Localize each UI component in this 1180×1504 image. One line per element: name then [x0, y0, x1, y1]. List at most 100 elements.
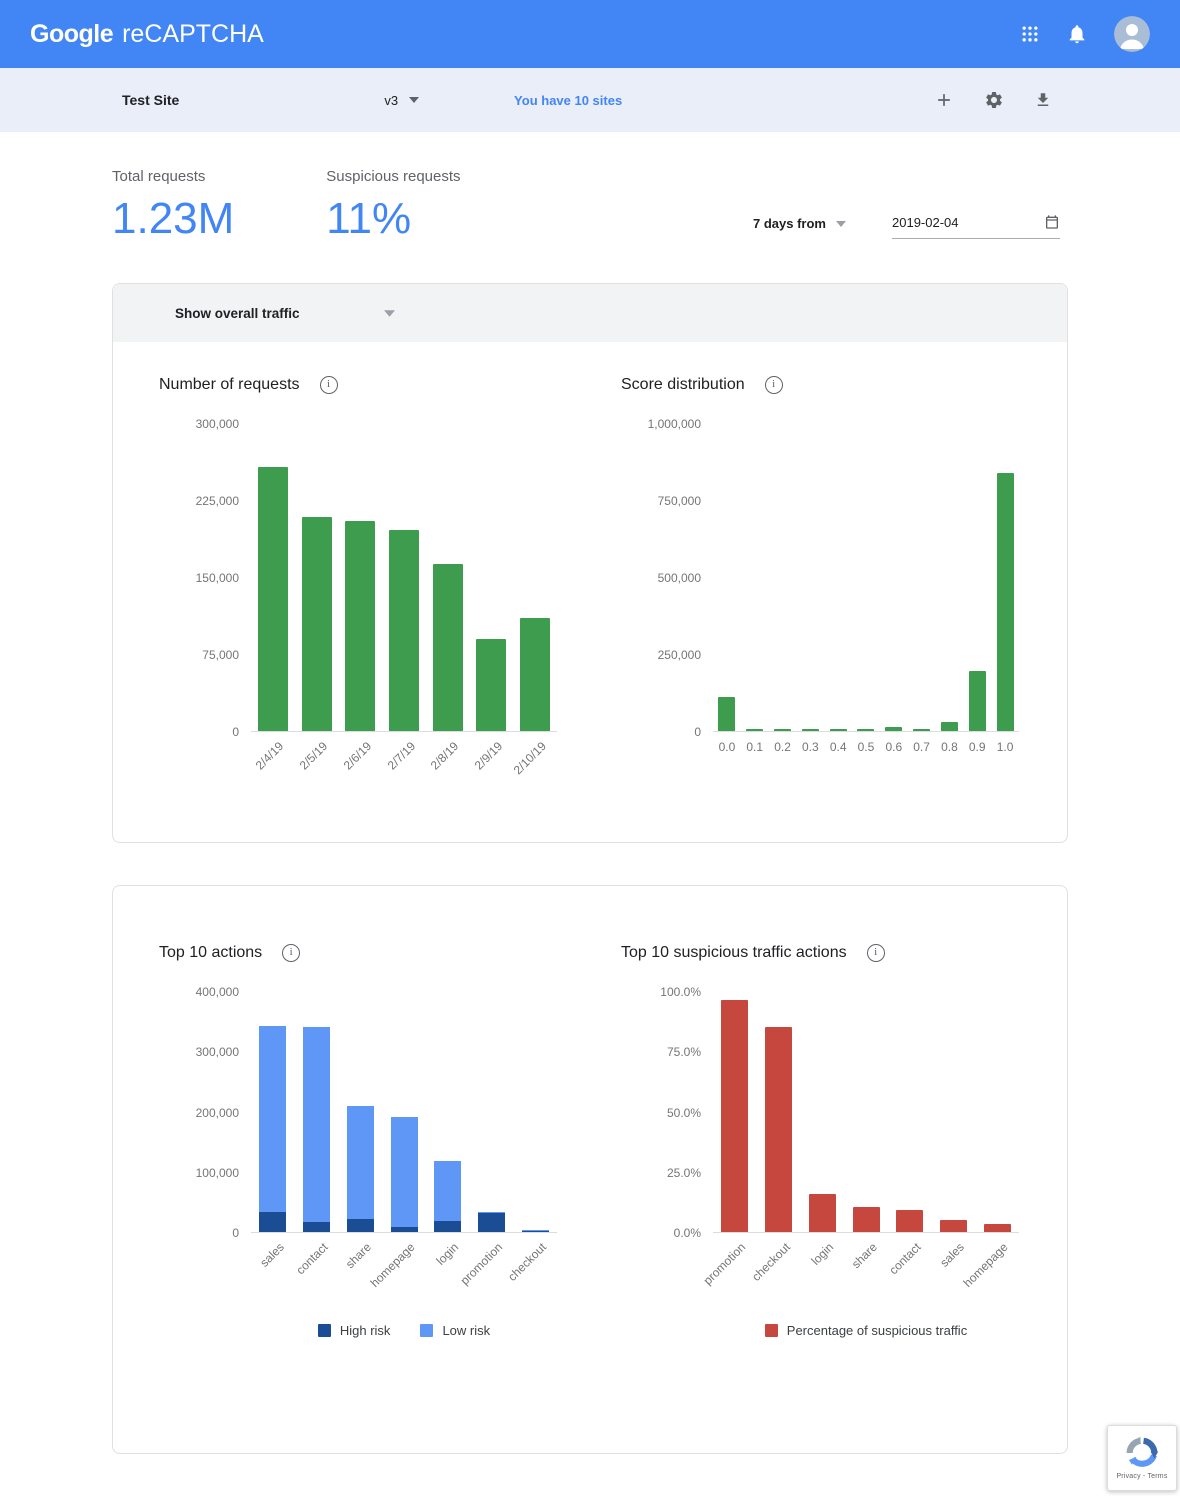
download-icon	[1037, 93, 1049, 106]
bar-segment-low-risk	[346, 1106, 374, 1220]
plus-icon	[938, 94, 950, 106]
bar-sales	[259, 1026, 287, 1232]
bar-segment-high-risk	[521, 1231, 549, 1232]
y-axis-tick-label: 400,000	[195, 985, 239, 999]
requests-chart-title: Number of requests	[159, 376, 300, 393]
bar-login	[808, 1193, 836, 1232]
score-chart-title: Score distribution	[621, 376, 745, 393]
bar-checkout	[521, 1230, 549, 1232]
bar-slot: 1.0	[991, 424, 1019, 754]
y-axis-tick-label: 750,000	[657, 494, 701, 508]
bar-0-7	[913, 728, 931, 731]
bar-segment-low-risk	[303, 1027, 331, 1223]
bar-slot: 2/5/19	[295, 424, 339, 772]
info-icon[interactable]	[319, 376, 338, 394]
bar-slot: promotion	[701, 992, 757, 1288]
low-risk-swatch	[420, 1324, 434, 1337]
bar-2-7-19	[389, 530, 420, 731]
bar-slot: share	[338, 992, 382, 1271]
sites-count-link[interactable]: You have 10 sites	[514, 92, 623, 108]
bar-promotion	[477, 1212, 505, 1232]
total-requests-value: 1.23M	[112, 194, 235, 243]
bar-slot: 0.6	[880, 424, 908, 754]
bar-segment-high-risk	[303, 1222, 331, 1232]
bar-2-5-19	[301, 517, 332, 731]
bar-slot: 0.5	[852, 424, 880, 754]
y-axis: 0 100,000 200,000 300,000 400,000	[159, 985, 251, 1240]
info-icon[interactable]	[282, 944, 301, 962]
date-picker-field[interactable]: 2019-02-04	[892, 214, 1060, 239]
total-requests-label: Total requests	[112, 168, 206, 185]
bar-0-1	[746, 728, 764, 731]
suspicious-requests-label: Suspicious requests	[326, 168, 461, 185]
version-dropdown[interactable]: v3	[384, 92, 420, 108]
bar-slot: promotion	[458, 992, 514, 1288]
bar-slot: 2/4/19	[251, 424, 295, 772]
y-axis-tick-label: 150,000	[195, 571, 239, 585]
bar-segment-high-risk	[346, 1219, 374, 1232]
bar-slot: login	[426, 992, 470, 1268]
x-axis-label: 0.8	[941, 740, 958, 754]
app-logo: Google reCAPTCHA	[30, 20, 264, 49]
traffic-filter-label: Show overall traffic	[175, 305, 300, 321]
recaptcha-badge[interactable]: Privacy - Terms	[1107, 1425, 1177, 1491]
site-name: Test Site	[122, 92, 180, 108]
bar-slot: 0.7	[908, 424, 936, 754]
plot-area: promotion checkout login share contact sales h…	[701, 992, 1019, 1290]
bar-2-8-19	[432, 564, 463, 731]
account-avatar[interactable]	[1114, 16, 1150, 52]
y-axis: 0.0% 25.0% 50.0% 75.0% 100.0%	[621, 985, 713, 1240]
suspicious-chart-title: Top 10 suspicious traffic actions	[621, 944, 847, 961]
x-axis-label: 0.2	[774, 740, 791, 754]
bar-2-4-19	[257, 466, 288, 731]
bar-segment-low-risk	[259, 1026, 287, 1213]
bar-homepage	[983, 1223, 1011, 1232]
actions-legend: High risk Low risk	[251, 1323, 557, 1338]
bar-0-3	[801, 728, 819, 731]
legend-item-suspicious-traffic: Percentage of suspicious traffic	[764, 1323, 968, 1338]
plot-area: 2/4/19 2/5/19 2/6/19 2/7/19 2/8/19 2/9/19 2/10…	[251, 424, 557, 777]
chevron-down-icon	[383, 309, 395, 317]
bar-slot: 2/8/19	[426, 424, 470, 772]
bar-slot: share	[844, 992, 888, 1271]
stats-section: Total requests 1.23M Suspicious requests…	[0, 132, 1180, 241]
add-site-button[interactable]	[934, 90, 954, 110]
apps-grid-button[interactable]	[1020, 24, 1040, 44]
google-logo: Google	[30, 19, 114, 48]
bar-segment-low-risk	[390, 1116, 418, 1228]
plot-area: sales contact share homepage login promotion c…	[251, 992, 557, 1290]
privacy-terms-label[interactable]: Privacy - Terms	[1116, 1473, 1168, 1480]
y-axis-tick-label: 0	[694, 725, 701, 739]
bar-slot: 2/6/19	[338, 424, 382, 772]
product-name: reCAPTCHA	[122, 19, 264, 48]
date-range-dropdown[interactable]: 7 days from	[753, 216, 846, 239]
bar-2-9-19	[476, 638, 507, 731]
info-icon[interactable]	[764, 376, 783, 394]
y-axis-tick-label: 100.0%	[660, 985, 701, 999]
version-label: v3	[384, 92, 399, 108]
bar-0-8	[940, 722, 958, 731]
traffic-filter-dropdown[interactable]: Show overall traffic	[113, 284, 1067, 342]
bar-1-0	[996, 473, 1014, 731]
download-button[interactable]	[1034, 91, 1052, 109]
suspicious-legend-label: Percentage of suspicious traffic	[786, 1323, 968, 1338]
bar-slot: 0.2	[769, 424, 797, 754]
bar-contact	[896, 1210, 924, 1232]
bar-slot: checkout	[749, 992, 801, 1284]
plot-area: 0.0 0.1 0.2 0.3 0.4 0.5 0.6 0.7 0.8 0.9 1.0	[713, 424, 1019, 754]
x-axis-label: 1.0	[996, 740, 1014, 754]
date-value: 2019-02-04	[892, 214, 959, 230]
notifications-icon	[1069, 25, 1085, 44]
bar-segment-high-risk	[259, 1212, 287, 1232]
info-icon[interactable]	[866, 944, 885, 962]
y-axis: 0 75,000 150,000 225,000 300,000	[159, 417, 251, 739]
y-axis-tick-label: 250,000	[657, 648, 701, 662]
notifications-button[interactable]	[1066, 23, 1088, 45]
bar-share	[852, 1206, 880, 1232]
y-axis-tick-label: 1,000,000	[647, 417, 701, 431]
bar-slot: contact	[293, 992, 339, 1277]
gear-icon	[986, 92, 1002, 108]
bar-segment-high-risk	[390, 1227, 418, 1232]
settings-button[interactable]	[984, 90, 1004, 110]
bar-0-0	[718, 696, 736, 731]
